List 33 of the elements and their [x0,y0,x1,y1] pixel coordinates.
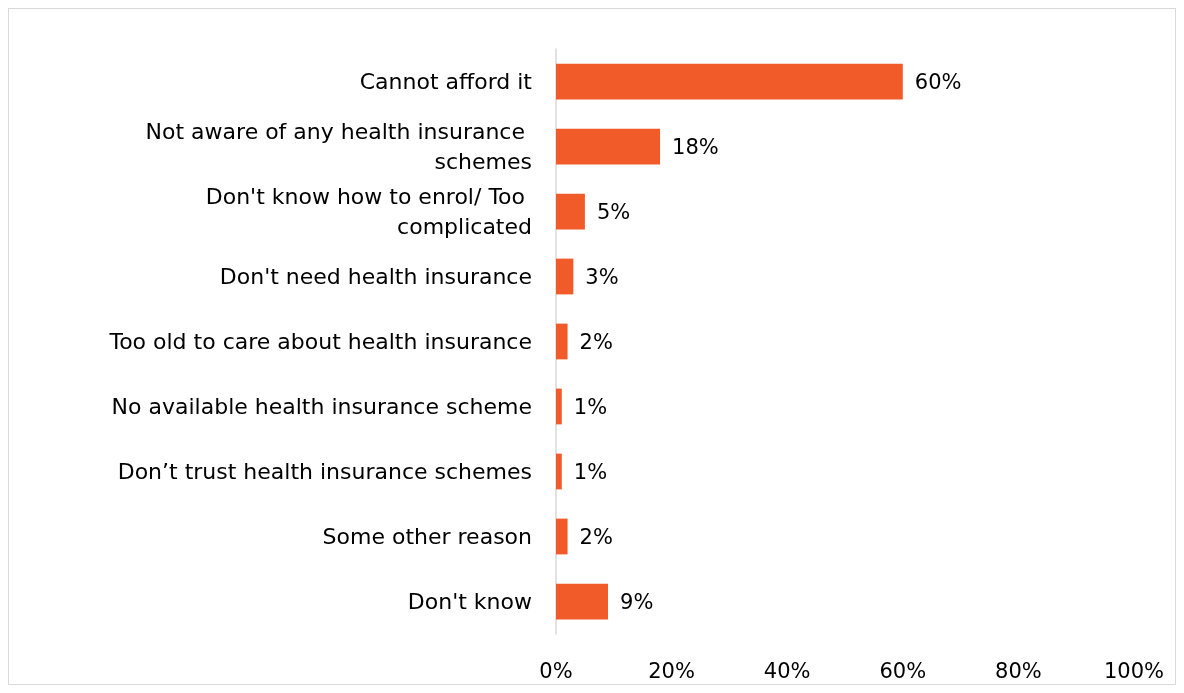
x-tick-label: 20% [648,658,695,683]
data-label: 18% [672,134,719,159]
y-tick-label: Not aware of any health insurance schemes [145,119,532,174]
bar [556,193,585,230]
x-tick-label: 100% [1103,658,1165,683]
x-tick-label: 40% [763,658,811,683]
x-tick-label: 60% [879,658,927,683]
x-tick-label: 80% [995,658,1042,683]
data-label: 3% [585,264,619,289]
y-tick-label: Don’t trust health insurance schemes [117,459,532,484]
data-label: 1% [573,459,608,484]
data-label: 5% [596,199,631,224]
bar [556,323,568,360]
data-label: 2% [579,329,613,354]
data-label: 2% [579,524,613,549]
bar [556,453,562,490]
data-label: 60% [914,69,962,94]
bar [556,258,574,295]
y-tick-label: Cannot afford it [359,69,533,94]
bar [556,63,903,100]
bar [556,583,609,620]
x-tick-label: 0% [539,658,573,683]
y-tick-label: No available health insurance scheme [111,394,532,419]
bar [556,128,661,165]
data-label: 1% [573,394,608,419]
y-tick-label: Don't know how to enrol/ Too complicated [205,184,532,239]
y-tick-label: Don't know [407,589,532,614]
y-tick-label: Don't need health insurance [219,264,532,289]
data-label: 9% [620,589,654,614]
bar [556,518,568,555]
bar [556,388,562,425]
y-tick-label: Too old to care about health insurance [108,329,532,354]
y-tick-label: Some other reason [322,524,532,549]
